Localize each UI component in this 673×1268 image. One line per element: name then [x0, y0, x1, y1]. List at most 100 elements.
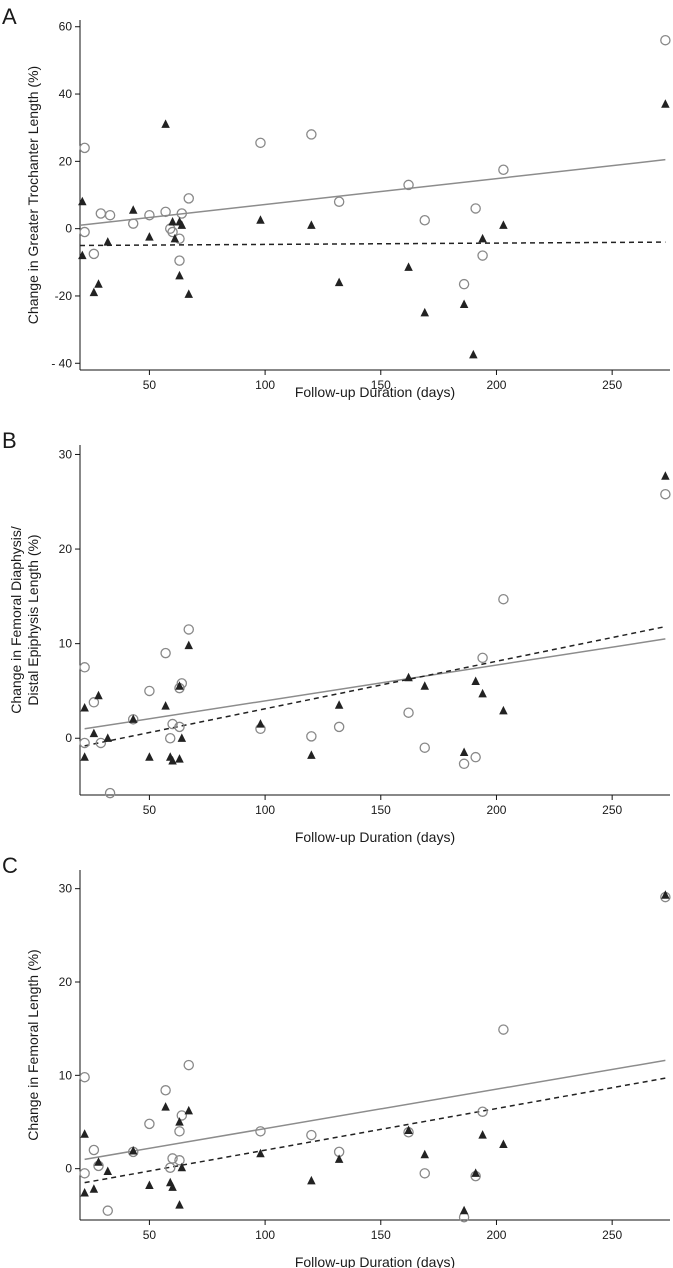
y-axis-title: Change in Femoral Length (%)	[25, 949, 41, 1140]
x-tick-label: 250	[602, 378, 622, 392]
y-axis-title-line: Distal Epiphysis Length (%)	[25, 534, 41, 705]
triangle-point	[334, 1154, 344, 1163]
dashed-fit-line	[84, 1077, 666, 1184]
triangle-point	[161, 119, 170, 128]
open-circle-point	[144, 1118, 155, 1130]
triangle-point	[94, 279, 103, 288]
triangle-point	[478, 233, 487, 243]
y-tick-label: 40	[59, 87, 73, 101]
triangle-point	[404, 1125, 413, 1134]
x-axis-title: Follow-up Duration (days)	[295, 1254, 455, 1268]
y-axis-title-line: Change in Femoral Diaphysis/	[8, 526, 24, 714]
triangle-point	[175, 1117, 184, 1126]
triangle-point	[175, 1200, 184, 1209]
triangle-point	[89, 728, 99, 738]
panel-label: B	[2, 428, 17, 453]
triangle-point	[334, 277, 344, 287]
y-axis-title: Change in Femoral Diaphysis/Distal Epiph…	[8, 526, 41, 714]
triangle-point	[168, 216, 177, 226]
open-circle-point	[498, 593, 509, 605]
triangle-point	[103, 1166, 113, 1176]
triangle-point	[80, 703, 89, 712]
x-tick-label: 250	[602, 1228, 622, 1242]
open-circle-point	[183, 624, 194, 635]
triangle-point	[177, 1162, 187, 1172]
open-circle-point	[79, 226, 90, 238]
triangle-point	[661, 99, 670, 108]
open-circle-point	[176, 208, 188, 219]
open-circle-point	[458, 758, 470, 770]
triangle-point	[89, 287, 99, 297]
triangle-point	[184, 289, 193, 298]
triangle-point	[459, 747, 469, 757]
open-circle-point	[164, 1162, 176, 1173]
panel-a: A 50 100 150 200 250 - 40 -20 0 20 40 60 Follow-up …	[2, 4, 671, 400]
open-circle-point	[477, 1106, 488, 1117]
open-circle-point	[470, 751, 481, 763]
x-tick-label: 200	[486, 378, 506, 392]
triangle-point	[168, 1182, 177, 1191]
open-circle-point	[79, 1168, 90, 1179]
y-tick-label: - 40	[51, 356, 72, 370]
open-circle-point	[403, 179, 414, 191]
triangle-point	[89, 1184, 99, 1193]
open-circle-point	[79, 142, 90, 154]
triangle-point	[184, 1105, 193, 1115]
triangle-point	[94, 690, 103, 700]
panel-c: C 50 100 150 200 250 0 10 20 30 Follow-up Duratio…	[2, 853, 671, 1268]
triangle-point	[94, 1157, 103, 1166]
triangle-point	[128, 1146, 138, 1155]
y-tick-label: 20	[59, 542, 73, 556]
x-axis-title: Follow-up Duration (days)	[295, 829, 455, 845]
open-circle-point	[95, 737, 107, 749]
x-tick-label: 200	[486, 1228, 506, 1242]
open-circle-point	[333, 721, 345, 733]
x-tick-label: 150	[371, 1228, 391, 1242]
y-tick-label: 0	[65, 1162, 72, 1176]
triangle-point	[175, 270, 184, 280]
solid-fit-line	[84, 638, 666, 730]
triangle-point	[471, 1168, 480, 1177]
open-circle-point	[174, 255, 185, 266]
triangle-point	[307, 220, 316, 229]
triangle-point	[128, 205, 138, 214]
y-tick-label: 10	[59, 637, 73, 651]
y-tick-label: 20	[59, 975, 73, 989]
open-circle-point	[306, 1129, 317, 1141]
x-tick-label: 50	[143, 1228, 157, 1242]
open-circle-point	[174, 721, 185, 733]
open-circle-point	[144, 685, 155, 697]
open-circle-point	[306, 731, 317, 742]
open-circle-point	[176, 1110, 188, 1121]
triangle-point	[404, 672, 413, 682]
open-circle-point	[458, 278, 470, 290]
open-circle-point	[470, 203, 481, 214]
open-circle-point	[306, 129, 317, 140]
triangle-point	[161, 1102, 170, 1111]
triangle-point	[256, 719, 265, 728]
triangle-point	[175, 681, 184, 690]
triangle-point	[78, 250, 87, 260]
triangle-point	[661, 890, 670, 899]
open-circle-point	[104, 209, 116, 221]
open-circle-point	[95, 208, 107, 219]
triangle-point	[175, 754, 184, 763]
triangle-point	[478, 1130, 487, 1139]
open-circle-point	[403, 707, 414, 718]
open-circle-point	[183, 193, 194, 204]
open-circle-point	[160, 206, 171, 218]
open-circle-point	[660, 488, 671, 500]
y-tick-label: 0	[65, 731, 72, 745]
solid-fit-line	[84, 1059, 666, 1161]
y-axis-title-line: Change in Greater Trochanter Length (%)	[25, 66, 41, 324]
triangle-point	[420, 681, 429, 690]
panel-label: A	[2, 4, 17, 29]
panel-b: B 50 100 150 200 250 0 10 20 30 Follow-up Duratio…	[2, 428, 671, 845]
triangle-point	[420, 307, 429, 317]
y-tick-label: 30	[59, 447, 73, 461]
open-circle-point	[477, 250, 488, 261]
triangle-point	[256, 215, 265, 224]
triangle-point	[145, 232, 154, 241]
x-axis-title: Follow-up Duration (days)	[295, 384, 455, 400]
